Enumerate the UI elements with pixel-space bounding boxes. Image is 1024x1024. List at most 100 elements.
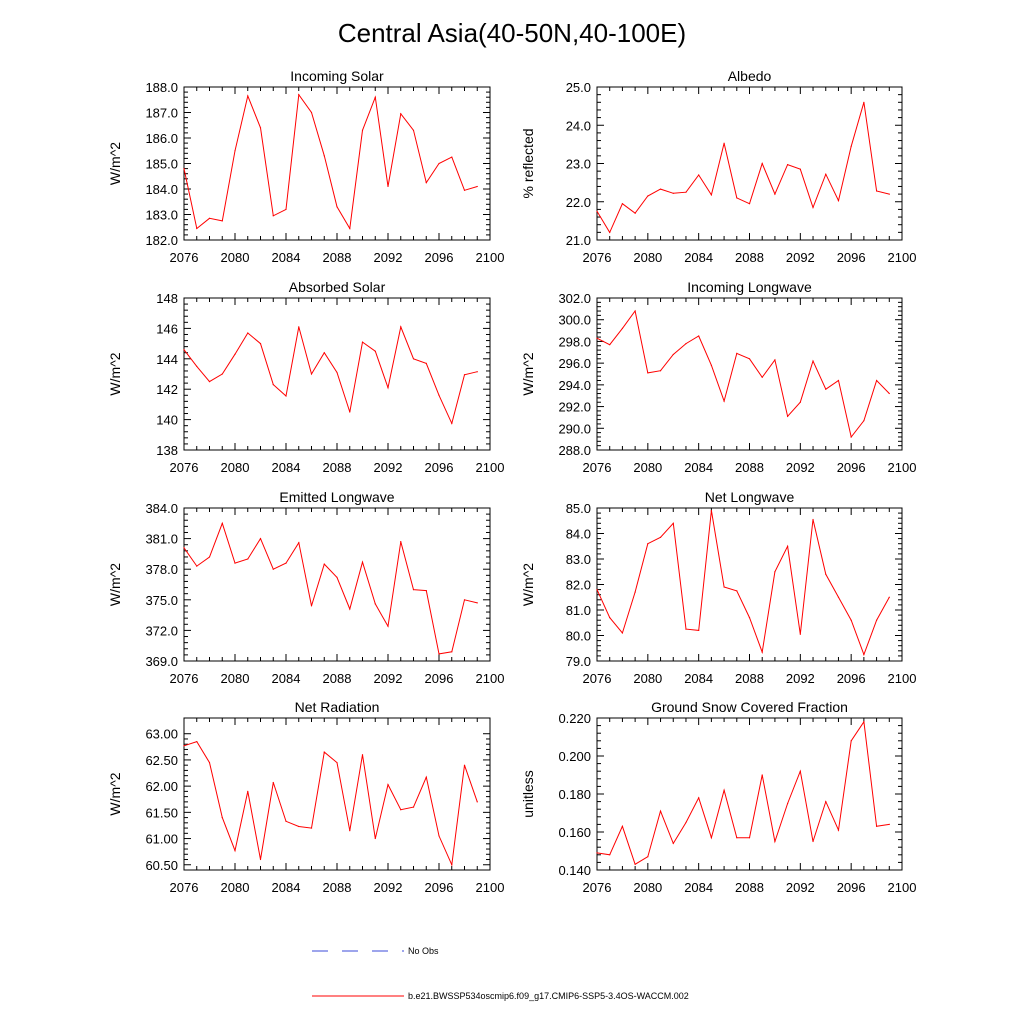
y-tick-label: 302.0: [558, 291, 591, 306]
data-point: [888, 392, 890, 395]
series-line-incoming-longwave: [596, 309, 890, 439]
data-point: [323, 155, 325, 157]
data-point: [659, 370, 662, 372]
x-tick-label: 2088: [735, 671, 764, 686]
data-point: [723, 586, 725, 588]
data-point: [825, 173, 827, 175]
y-tick-label: 296.0: [558, 356, 591, 371]
panel-title: Net Radiation: [295, 699, 380, 715]
data-point: [875, 619, 878, 621]
data-point: [298, 825, 300, 828]
panels: Incoming Solar W/m^2 2076 2080 2084 2088 2092 2…: [107, 68, 916, 895]
data-point: [596, 852, 598, 854]
data-point: [336, 206, 338, 208]
data-point: [710, 194, 712, 196]
y-tick-label: 290.0: [558, 421, 591, 436]
data-point: [787, 545, 789, 547]
data-point: [723, 789, 725, 791]
data-point: [761, 774, 763, 776]
data-point: [685, 191, 687, 193]
data-point: [438, 835, 440, 837]
data-point: [736, 590, 738, 592]
x-tick-label: 2076: [583, 460, 612, 475]
panel-title: Incoming Longwave: [687, 279, 812, 295]
data-point: [621, 825, 624, 827]
data-point: [736, 352, 738, 354]
data-point: [323, 352, 325, 354]
y-tick-label: 187.0: [145, 106, 178, 121]
data-point: [412, 358, 415, 360]
data-point: [285, 562, 287, 564]
data-point: [647, 195, 649, 197]
y-tick-label: 62.50: [145, 753, 178, 768]
data-point: [221, 816, 223, 819]
y-tick-label: 294.0: [558, 378, 591, 393]
data-point: [463, 374, 466, 376]
data-point: [837, 596, 840, 598]
series-line-incoming-solar: [183, 93, 478, 231]
data-point: [736, 197, 738, 199]
x-tick-label: 2088: [323, 460, 352, 475]
data-point: [361, 341, 364, 343]
panel-net-radiation: Net Radiation W/m^2 2076 2080 2084 2088 2092 20…: [107, 699, 504, 895]
y-tick-label: 369.0: [145, 654, 178, 669]
data-point: [349, 608, 351, 610]
panel-title: Ground Snow Covered Fraction: [651, 699, 848, 715]
panel-incoming-solar: Incoming Solar W/m^2 2076 2080 2084 2088 2092 2…: [107, 68, 504, 265]
data-point: [247, 95, 249, 97]
x-tick-label: 2092: [374, 671, 403, 686]
data-point: [685, 821, 687, 824]
y-tick-label: 82.0: [566, 578, 591, 593]
x-tick-label: 2084: [684, 671, 713, 686]
data-point: [736, 837, 738, 839]
data-point: [349, 830, 351, 832]
x-tick-label: 2092: [374, 460, 403, 475]
x-tick-label: 2076: [170, 671, 199, 686]
data-point: [349, 227, 351, 230]
data-point: [774, 193, 776, 195]
x-tick-label: 2084: [684, 250, 713, 265]
data-point: [748, 203, 751, 205]
data-point: [609, 854, 611, 856]
data-point: [247, 790, 249, 792]
y-tick-label: 288.0: [558, 443, 591, 458]
x-tick-label: 2100: [476, 671, 505, 686]
x-tick-label: 2076: [583, 250, 612, 265]
data-point: [336, 371, 338, 374]
data-point: [400, 326, 402, 328]
x-tick-label: 2080: [633, 460, 662, 475]
data-point: [234, 150, 236, 152]
data-point: [698, 174, 700, 176]
y-tick-label: 144: [156, 352, 178, 367]
y-tick-label: 378.0: [145, 562, 178, 577]
data-point: [463, 764, 466, 766]
y-tick-label: 0.160: [558, 825, 591, 840]
x-tick-label: 2092: [786, 671, 815, 686]
data-point: [374, 96, 376, 98]
data-point: [310, 827, 313, 829]
y-tick-label: 375.0: [145, 593, 178, 608]
data-point: [609, 617, 611, 619]
data-point: [799, 770, 801, 772]
x-tick-label: 2100: [476, 250, 505, 265]
x-tick-label: 2100: [476, 880, 505, 895]
x-tick-label: 2100: [888, 250, 917, 265]
data-point: [875, 190, 878, 192]
x-tick-label: 2100: [888, 671, 917, 686]
data-point: [310, 373, 313, 375]
data-point: [672, 522, 674, 524]
data-point: [272, 215, 274, 217]
y-tick-label: 142: [156, 382, 178, 397]
data-point: [647, 543, 649, 545]
data-point: [412, 589, 415, 591]
y-tick-label: 61.50: [145, 805, 178, 820]
data-point: [672, 192, 674, 194]
series-line-emitted-longwave: [183, 521, 478, 655]
data-point: [259, 858, 262, 861]
data-point: [748, 617, 751, 619]
data-point: [799, 633, 801, 635]
plot-frame: [596, 86, 903, 241]
data-point: [272, 568, 274, 570]
x-tick-label: 2084: [272, 250, 301, 265]
x-tick-label: 2080: [221, 250, 250, 265]
